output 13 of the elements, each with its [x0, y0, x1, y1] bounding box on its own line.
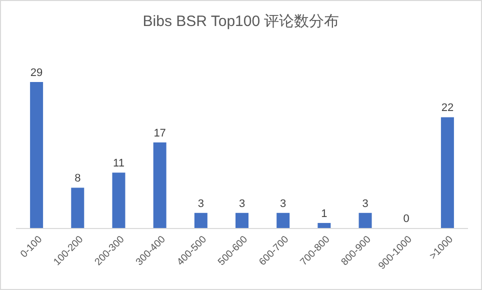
- data-label: 17: [154, 127, 166, 140]
- plot: 29 8 11 17 3 3 3 1 3 0 22: [30, 67, 454, 228]
- title: Bibs BSR Top100 评论数分布: [142, 13, 340, 30]
- data-label: 11: [113, 158, 124, 170]
- data-label: 3: [238, 198, 246, 210]
- data-label: 3: [198, 198, 204, 210]
- data-label: 22: [441, 102, 454, 114]
- data-label: 29: [30, 67, 43, 79]
- data-label: 8: [74, 172, 81, 185]
- data-label: 1: [321, 208, 328, 220]
- data-label: 0: [403, 213, 410, 225]
- data-label: 3: [280, 198, 286, 210]
- data-label: 3: [362, 198, 368, 210]
